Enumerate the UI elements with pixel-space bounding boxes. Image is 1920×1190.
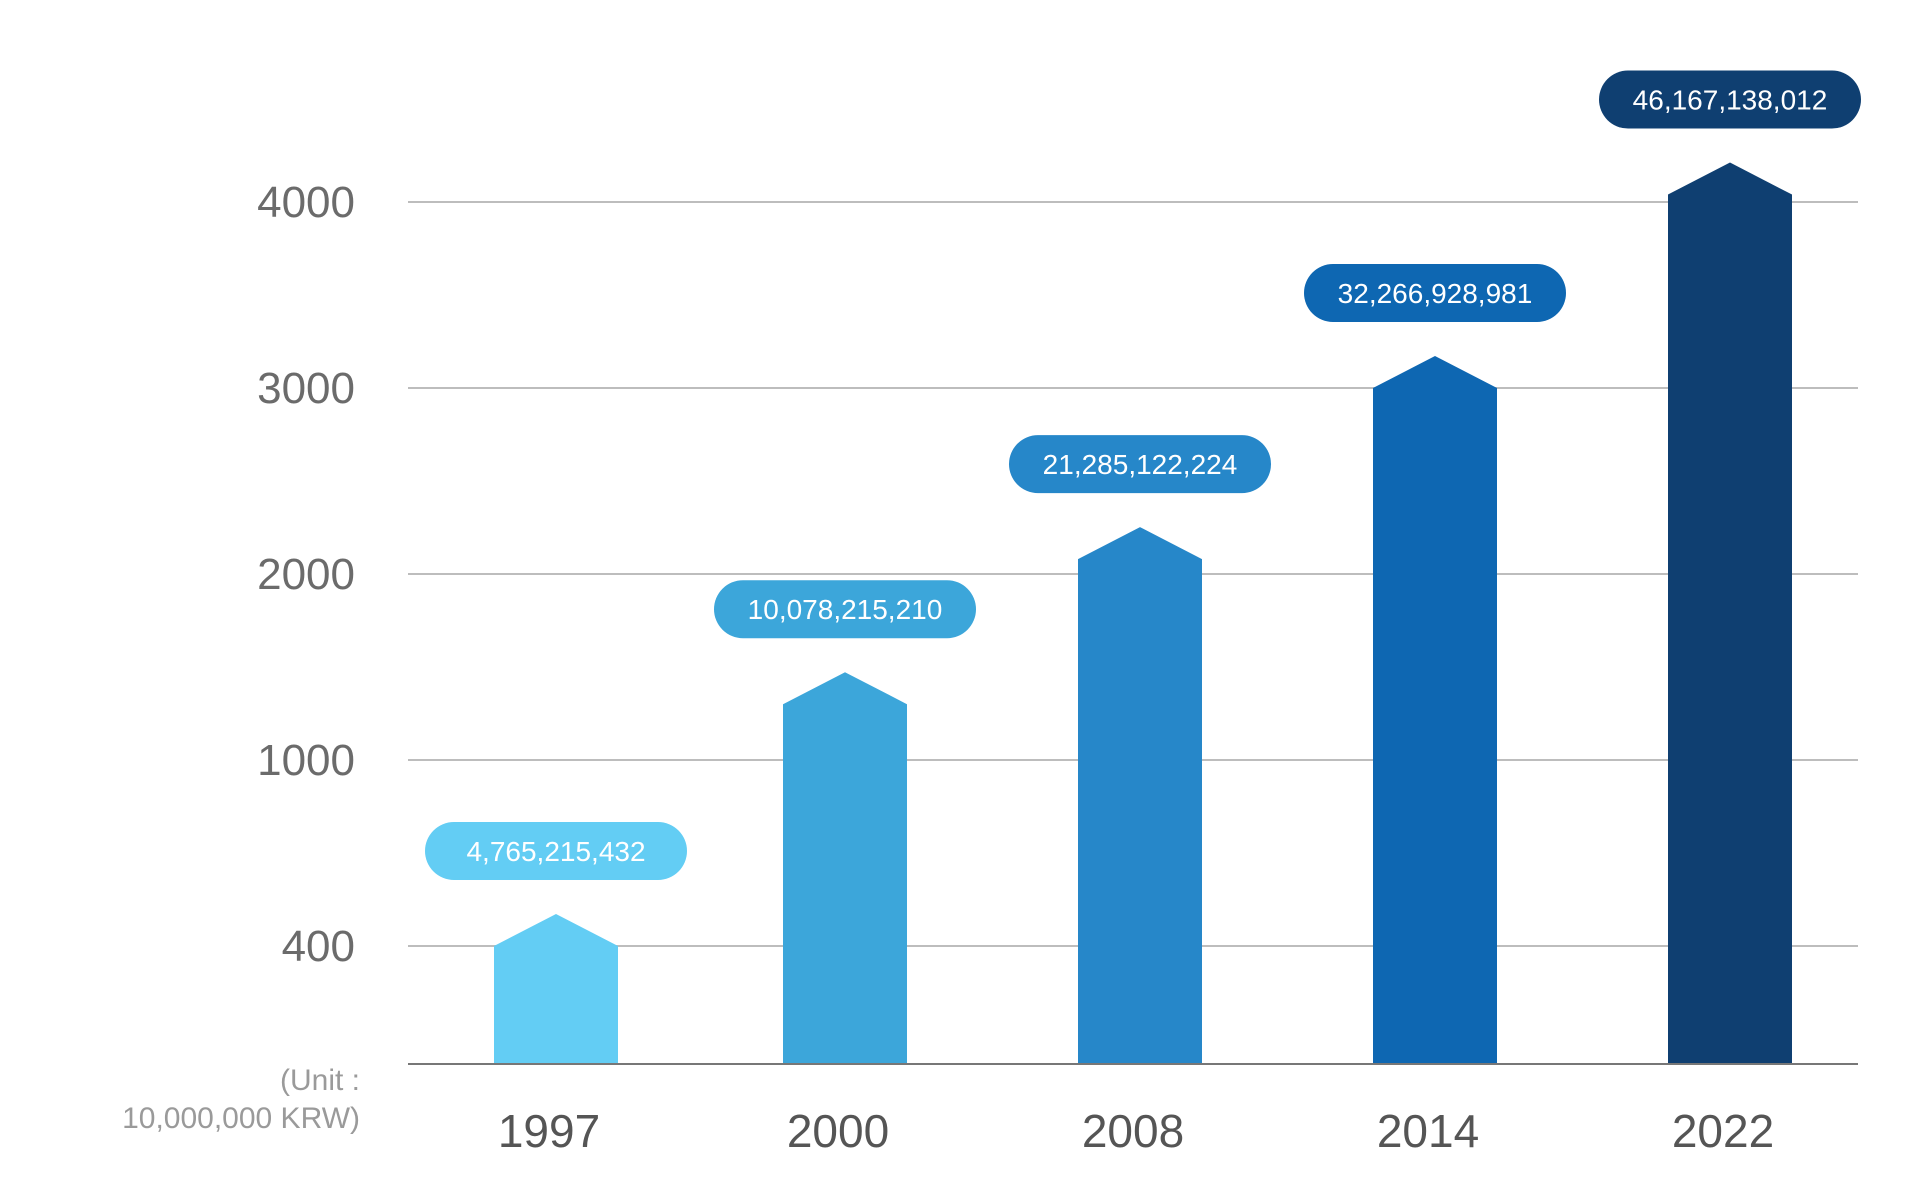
bars xyxy=(494,162,1792,1064)
y-tick-label-4000: 4000 xyxy=(257,178,355,227)
x-tick-label-1997: 1997 xyxy=(498,1105,600,1157)
data-labels: 4,765,215,432 10,078,215,210 21,285,122,22… xyxy=(425,70,1861,880)
x-axis-ticks: 1997 2000 2008 2014 2022 xyxy=(498,1105,1774,1157)
y-axis-ticks: 400 1000 2000 3000 4000 xyxy=(257,178,355,971)
y-tick-label-400: 400 xyxy=(282,922,355,971)
data-label-2000: 10,078,215,210 xyxy=(748,594,943,625)
unit-label-line-1: (Unit : xyxy=(279,1064,360,1097)
y-tick-label-3000: 3000 xyxy=(257,364,355,413)
data-label-1997: 4,765,215,432 xyxy=(466,836,645,867)
data-label-2014: 32,266,928,981 xyxy=(1338,278,1533,309)
data-label-2022: 46,167,138,012 xyxy=(1633,85,1828,116)
unit-label: (Unit : 10,000,000 KRW) xyxy=(122,1062,360,1138)
bar-2008 xyxy=(1078,527,1202,1064)
x-tick-label-2022: 2022 xyxy=(1672,1105,1774,1157)
bar-1997 xyxy=(494,914,618,1064)
data-label-pill-1997 xyxy=(425,822,687,880)
x-tick-label-2014: 2014 xyxy=(1377,1105,1479,1157)
x-tick-label-2000: 2000 xyxy=(787,1105,889,1157)
y-tick-label-1000: 1000 xyxy=(257,736,355,785)
data-label-2008: 21,285,122,224 xyxy=(1043,449,1238,480)
x-tick-label-2008: 2008 xyxy=(1082,1105,1184,1157)
data-label-pill-2014 xyxy=(1304,264,1566,322)
bar-2014 xyxy=(1373,356,1497,1064)
bar-2022 xyxy=(1668,162,1792,1064)
bar-2000 xyxy=(783,672,907,1064)
data-label-pill-2022 xyxy=(1599,70,1861,129)
y-tick-label-2000: 2000 xyxy=(257,550,355,599)
data-label-pill-2008 xyxy=(1009,435,1271,494)
unit-label-line-2: 10,000,000 KRW) xyxy=(122,1102,360,1135)
data-label-pill-2000 xyxy=(714,580,976,639)
